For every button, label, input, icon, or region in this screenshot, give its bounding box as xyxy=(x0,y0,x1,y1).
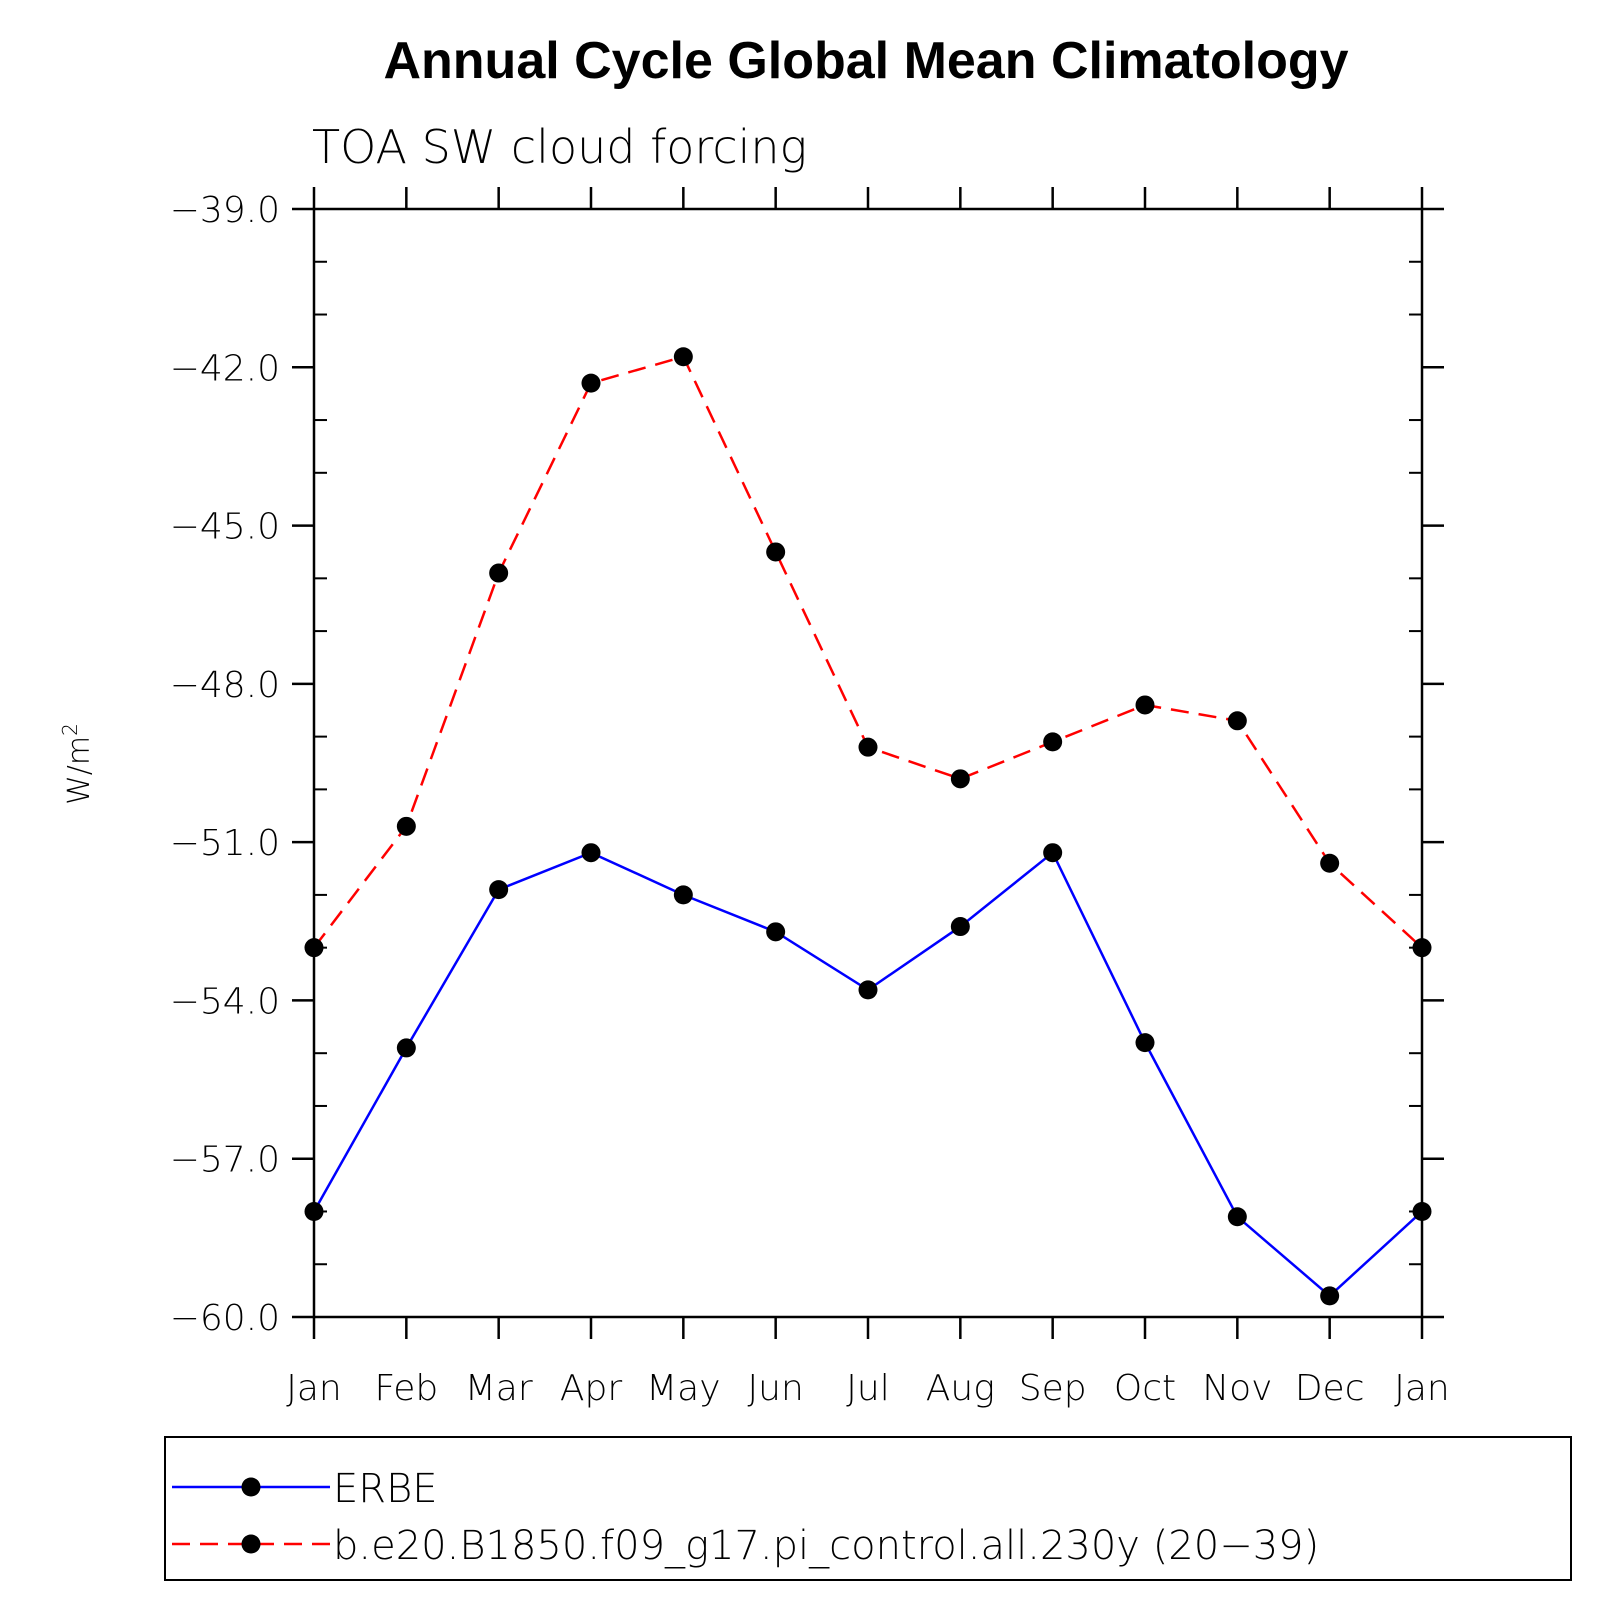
legend-marker xyxy=(241,1534,261,1554)
legend-label-erbe: ERBE xyxy=(333,1466,438,1512)
data-point xyxy=(858,980,878,1000)
x-tick-label: May xyxy=(646,1368,720,1409)
data-point xyxy=(1043,843,1063,863)
x-tick-label: Apr xyxy=(560,1368,622,1409)
y-tick-label: −60.0 xyxy=(170,1298,280,1339)
x-tick-label: Mar xyxy=(465,1368,533,1409)
x-tick-label: Jun xyxy=(748,1368,804,1409)
data-point xyxy=(1227,711,1247,731)
x-tick-label: Jan xyxy=(1394,1368,1450,1409)
plot-frame xyxy=(312,207,1424,1319)
legend-label-model: b.e20.B1850.f09_g17.pi_control.all.230y … xyxy=(333,1523,1319,1569)
data-point xyxy=(581,373,601,393)
series-erbe xyxy=(304,843,1432,1306)
data-point xyxy=(396,816,416,836)
y-tick-label: −57.0 xyxy=(170,1140,280,1181)
x-tick-label: Jan xyxy=(286,1368,342,1409)
data-point xyxy=(1320,1286,1340,1306)
x-tick-label: Feb xyxy=(374,1368,438,1409)
data-point xyxy=(673,885,693,905)
x-tick-label: Sep xyxy=(1019,1368,1087,1409)
data-point xyxy=(766,542,786,562)
data-point xyxy=(950,769,970,789)
legend-box xyxy=(164,1436,1572,1581)
data-point xyxy=(858,737,878,757)
data-point xyxy=(489,880,509,900)
x-tick-label: Jul xyxy=(846,1368,889,1409)
data-point xyxy=(304,1201,324,1221)
data-point xyxy=(950,917,970,937)
x-tick-label: Dec xyxy=(1295,1368,1365,1409)
y-axis-label-text: W/m xyxy=(62,736,97,805)
data-point xyxy=(1135,695,1155,715)
y-axis-label: W/m2 xyxy=(58,723,97,805)
series-layer xyxy=(304,347,1432,1306)
y-tick-label: −39.0 xyxy=(170,190,280,231)
series-line xyxy=(312,850,1423,1298)
y-tick-label: −51.0 xyxy=(170,823,280,864)
data-point xyxy=(1412,1201,1432,1221)
legend-marker xyxy=(241,1477,261,1497)
data-point xyxy=(1412,938,1432,958)
plot-axes: Jan Feb Mar Apr May Jun Jul Aug Sep Oct Nov Dec Jan−… xyxy=(170,187,1450,1409)
data-point xyxy=(766,922,786,942)
y-tick-label: −48.0 xyxy=(170,665,280,706)
legend: ERBE b.e20.B1850.f09_g17.pi_control.all.2… xyxy=(164,1436,1572,1581)
data-point xyxy=(396,1038,416,1058)
data-point xyxy=(673,347,693,367)
y-tick-label: −42.0 xyxy=(170,348,280,389)
series-line xyxy=(313,355,1423,949)
data-point xyxy=(1043,732,1063,752)
y-tick-label: −45.0 xyxy=(170,507,280,548)
x-tick-label: Nov xyxy=(1202,1368,1272,1409)
y-tick-label: −54.0 xyxy=(170,981,280,1022)
data-point xyxy=(581,843,601,863)
chart-subtitle: TOA SW cloud forcing xyxy=(312,120,807,174)
y-axis-label-superscript: 2 xyxy=(58,723,82,736)
data-point xyxy=(1227,1207,1247,1227)
x-tick-label: Aug xyxy=(926,1368,995,1409)
x-tick-label: Oct xyxy=(1114,1368,1176,1409)
data-point xyxy=(1320,853,1340,873)
series-model xyxy=(304,347,1432,958)
data-point xyxy=(1135,1033,1155,1053)
data-point xyxy=(489,563,509,583)
data-point xyxy=(304,938,324,958)
chart-title: Annual Cycle Global Mean Climatology xyxy=(383,32,1348,90)
